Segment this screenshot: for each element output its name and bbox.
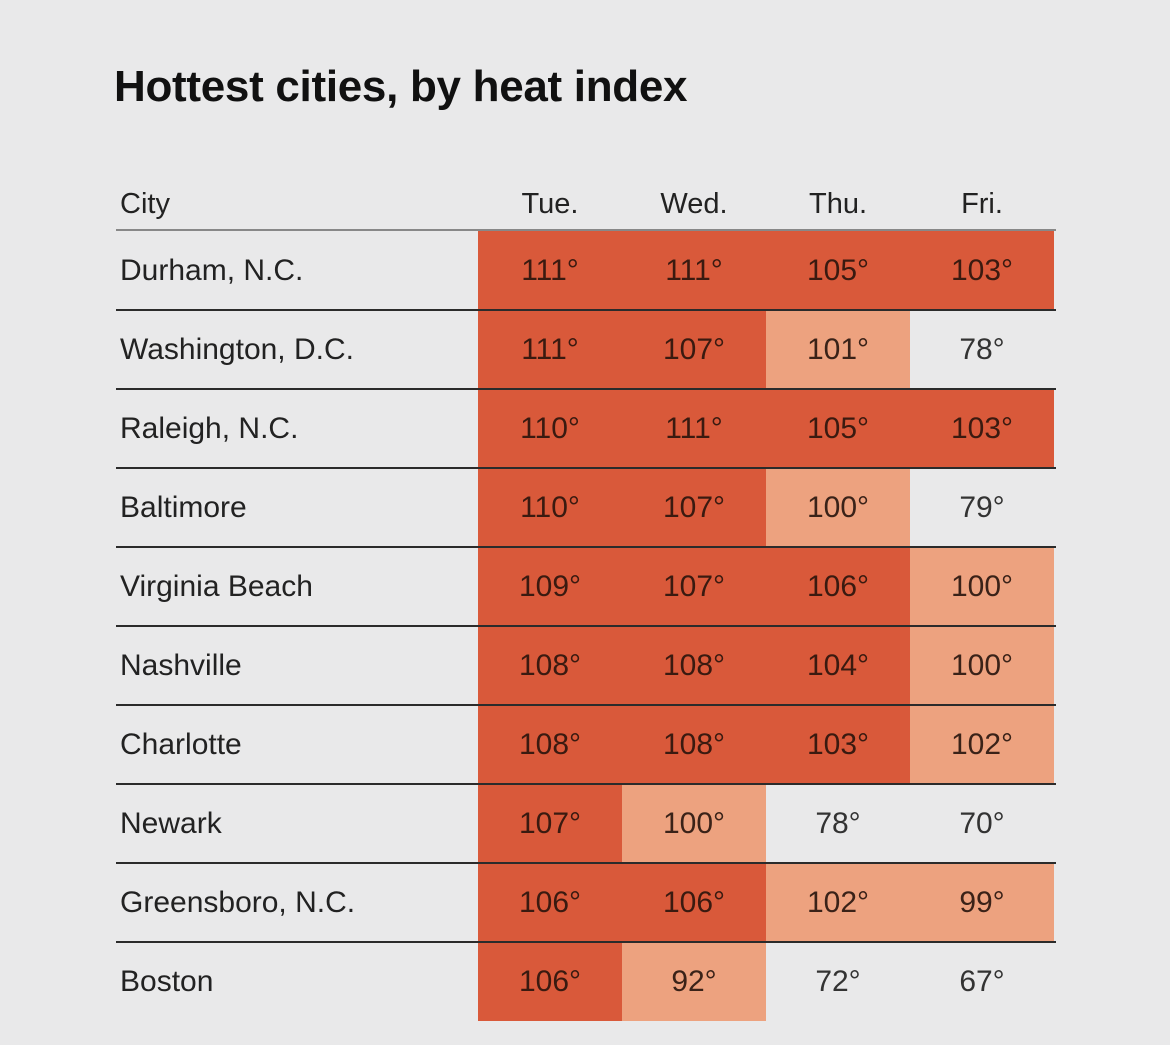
heat-index-cell-wed: 92° — [622, 942, 766, 1021]
heat-index-cell-fri: 67° — [959, 965, 1005, 998]
city-name: Newark — [120, 807, 222, 840]
heat-index-cell-thu: 103° — [766, 705, 910, 784]
heat-index-cell-fri: 103° — [910, 231, 1054, 310]
heat-index-cell-thu: 100° — [766, 468, 910, 547]
city-name: Durham, N.C. — [120, 254, 304, 287]
heat-index-cell-tue: 108° — [478, 705, 622, 784]
table-row: Baltimore 110° 107° 100° 79° — [116, 468, 1056, 548]
row-divider — [116, 625, 1056, 627]
table-row: Newark 107° 100° 78° 70° — [116, 784, 1056, 864]
heat-index-cell-wed: 107° — [622, 310, 766, 389]
header-divider — [116, 229, 1056, 231]
heat-index-cell-thu: 78° — [815, 807, 861, 840]
heat-index-cell-thu: 105° — [766, 231, 910, 310]
row-divider — [116, 309, 1056, 311]
row-divider — [116, 388, 1056, 390]
heat-index-cell-thu: 104° — [766, 626, 910, 705]
column-header-city: City — [120, 188, 170, 220]
table-row: Greensboro, N.C. 106° 106° 102° 99° — [116, 863, 1056, 943]
heat-index-cell-tue: 106° — [478, 942, 622, 1021]
column-header-tue: Tue. — [521, 188, 579, 220]
heat-index-cell-fri: 79° — [959, 491, 1005, 524]
column-header-fri: Fri. — [961, 188, 1003, 220]
heat-index-cell-fri: 100° — [910, 547, 1054, 626]
row-divider — [116, 546, 1056, 548]
column-header-thu: Thu. — [808, 188, 868, 220]
table-row: Virginia Beach 109° 107° 106° 100° — [116, 547, 1056, 627]
row-divider — [116, 704, 1056, 706]
heat-index-cell-tue: 106° — [478, 863, 622, 942]
city-name: Nashville — [120, 649, 242, 682]
heat-index-cell-wed: 111° — [622, 231, 766, 310]
heat-index-cell-wed: 108° — [622, 705, 766, 784]
city-name: Greensboro, N.C. — [120, 886, 356, 919]
heat-index-cell-tue: 111° — [478, 310, 622, 389]
city-name: Virginia Beach — [120, 570, 313, 603]
heat-index-cell-wed: 111° — [622, 389, 766, 468]
heat-index-cell-tue: 109° — [478, 547, 622, 626]
city-name: Washington, D.C. — [120, 333, 354, 366]
heat-index-cell-wed: 108° — [622, 626, 766, 705]
city-name: Raleigh, N.C. — [120, 412, 299, 445]
table-row: Charlotte 108° 108° 103° 102° — [116, 705, 1056, 785]
heat-index-cell-fri: 103° — [910, 389, 1054, 468]
heat-index-cell-fri: 78° — [959, 333, 1005, 366]
chart-title: Hottest cities, by heat index — [114, 62, 688, 111]
column-header-wed: Wed. — [660, 188, 728, 220]
heat-index-cell-tue: 110° — [478, 468, 622, 547]
heat-index-cell-tue: 107° — [478, 784, 622, 863]
table-row: Boston 106° 92° 72° 67° — [116, 942, 1056, 1021]
heat-index-cell-fri: 99° — [910, 863, 1054, 942]
table-row: Durham, N.C. 111° 111° 105° 103° — [116, 231, 1056, 311]
heat-index-cell-thu: 72° — [815, 965, 861, 998]
heat-index-cell-thu: 105° — [766, 389, 910, 468]
table-row: Washington, D.C. 111° 107° 101° 78° — [116, 310, 1056, 390]
heat-index-cell-thu: 106° — [766, 547, 910, 626]
heat-index-cell-fri: 102° — [910, 705, 1054, 784]
city-name: Baltimore — [120, 491, 247, 524]
row-divider — [116, 862, 1056, 864]
heat-index-cell-fri: 70° — [959, 807, 1005, 840]
row-divider — [116, 941, 1056, 943]
heat-index-cell-tue: 111° — [478, 231, 622, 310]
heat-index-cell-wed: 107° — [622, 468, 766, 547]
heat-index-cell-wed: 106° — [622, 863, 766, 942]
heat-index-cell-tue: 110° — [478, 389, 622, 468]
heat-index-cell-fri: 100° — [910, 626, 1054, 705]
row-divider — [116, 783, 1056, 785]
heat-index-cell-wed: 107° — [622, 547, 766, 626]
table-row: Raleigh, N.C. 110° 111° 105° 103° — [116, 389, 1056, 469]
heat-index-cell-thu: 102° — [766, 863, 910, 942]
heat-index-cell-wed: 100° — [622, 784, 766, 863]
table-row: Nashville 108° 108° 104° 100° — [116, 626, 1056, 706]
heat-index-cell-tue: 108° — [478, 626, 622, 705]
heat-index-cell-thu: 101° — [766, 310, 910, 389]
city-name: Charlotte — [120, 728, 242, 761]
city-name: Boston — [120, 965, 214, 998]
row-divider — [116, 467, 1056, 469]
